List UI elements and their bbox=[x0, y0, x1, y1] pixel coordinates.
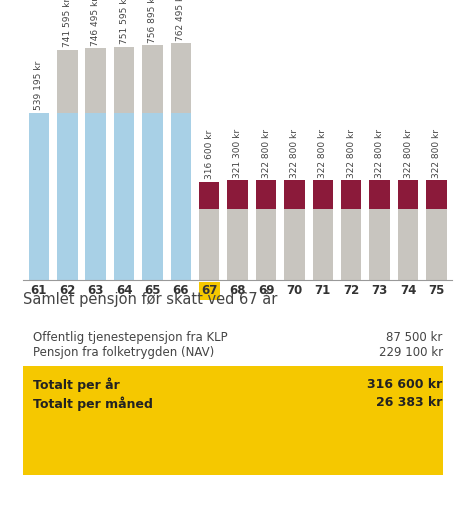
Text: 87 500 kr: 87 500 kr bbox=[386, 331, 443, 344]
Bar bbox=[370, 180, 390, 209]
Bar bbox=[284, 180, 305, 209]
Bar bbox=[256, 209, 276, 280]
Bar bbox=[370, 209, 390, 280]
Text: 322 800 kr: 322 800 kr bbox=[375, 129, 384, 178]
Bar bbox=[227, 180, 248, 209]
Bar bbox=[199, 182, 219, 209]
Text: 316 600 kr: 316 600 kr bbox=[368, 378, 443, 391]
Text: Offentlig tjenestepensjon fra KLP: Offentlig tjenestepensjon fra KLP bbox=[33, 331, 227, 344]
Text: 321 300 kr: 321 300 kr bbox=[233, 129, 242, 178]
Text: Samlet pensjon før skatt ved 67 år: Samlet pensjon før skatt ved 67 år bbox=[23, 290, 278, 308]
Text: 762 495 kr: 762 495 kr bbox=[176, 0, 185, 41]
Bar bbox=[29, 113, 49, 280]
Bar bbox=[341, 209, 362, 280]
Text: 741 595 kr: 741 595 kr bbox=[63, 0, 72, 47]
Text: 751 595 kr: 751 595 kr bbox=[120, 0, 129, 44]
Bar bbox=[426, 180, 446, 209]
Text: 322 800 kr: 322 800 kr bbox=[347, 129, 356, 178]
Text: 322 800 kr: 322 800 kr bbox=[432, 129, 441, 178]
Bar bbox=[313, 180, 333, 209]
Text: Totalt per år: Totalt per år bbox=[33, 378, 119, 392]
Bar bbox=[142, 113, 163, 280]
Bar bbox=[426, 209, 446, 280]
Bar bbox=[227, 209, 248, 280]
Bar bbox=[114, 47, 134, 113]
Bar bbox=[171, 43, 191, 113]
Bar bbox=[142, 45, 163, 113]
Text: 322 800 kr: 322 800 kr bbox=[261, 129, 271, 178]
Bar bbox=[256, 180, 276, 209]
Text: 746 495 kr: 746 495 kr bbox=[91, 0, 100, 46]
Bar bbox=[85, 113, 106, 280]
Text: 539 195 kr: 539 195 kr bbox=[34, 61, 43, 111]
Bar bbox=[398, 209, 418, 280]
Bar bbox=[171, 113, 191, 280]
Bar bbox=[341, 180, 362, 209]
Bar bbox=[85, 48, 106, 113]
Text: 316 600 kr: 316 600 kr bbox=[205, 130, 214, 179]
Text: 756 895 kr: 756 895 kr bbox=[148, 0, 157, 43]
Text: 322 800 kr: 322 800 kr bbox=[318, 129, 327, 178]
Bar bbox=[57, 113, 77, 280]
Text: 26 383 kr: 26 383 kr bbox=[377, 396, 443, 410]
Bar bbox=[284, 209, 305, 280]
Text: Pensjon fra folketrygden (NAV): Pensjon fra folketrygden (NAV) bbox=[33, 346, 214, 359]
Text: 322 800 kr: 322 800 kr bbox=[290, 129, 299, 178]
Text: Totalt per måned: Totalt per måned bbox=[33, 396, 152, 411]
Text: 322 800 kr: 322 800 kr bbox=[404, 129, 412, 178]
Text: 229 100 kr: 229 100 kr bbox=[378, 346, 443, 359]
Bar bbox=[398, 180, 418, 209]
Bar bbox=[313, 209, 333, 280]
Bar bbox=[199, 209, 219, 280]
Bar bbox=[114, 113, 134, 280]
Bar bbox=[57, 50, 77, 113]
